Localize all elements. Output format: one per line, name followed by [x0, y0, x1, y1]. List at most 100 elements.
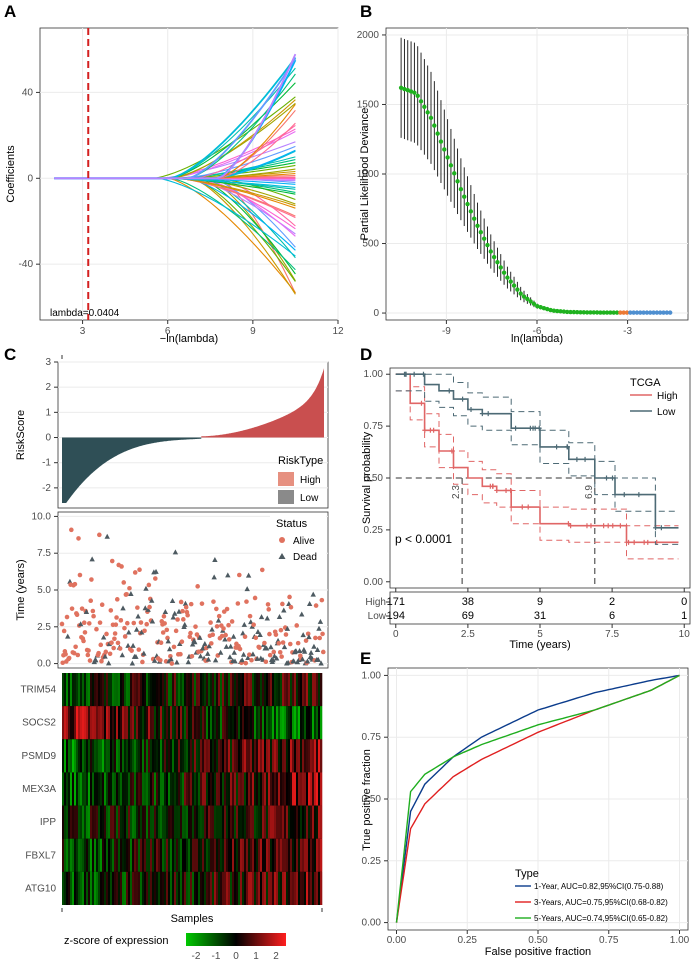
heatmap-cell: [160, 706, 163, 740]
alive-point: [183, 604, 189, 610]
heatmap-cell: [108, 739, 111, 773]
heatmap-cell: [278, 673, 281, 707]
alive-point: [161, 614, 167, 619]
heatmap-cell: [294, 706, 297, 740]
alive-point: [199, 601, 205, 606]
dead-point: [314, 646, 321, 652]
dead-point: [310, 591, 316, 597]
heatmap-cell: [64, 838, 67, 872]
alive-point: [165, 635, 170, 641]
heatmap-cell: [296, 772, 299, 806]
heatmap-cell: [148, 871, 151, 905]
heatmap-cell: [230, 739, 233, 773]
heatmap-cell: [210, 673, 213, 707]
heatmap-cell: [284, 772, 287, 806]
deviance-point: [555, 308, 560, 314]
deviance-point: [478, 230, 484, 235]
heatmap-cell: [240, 673, 243, 707]
deviance-point: [561, 309, 567, 314]
dead-point: [205, 650, 211, 656]
heatmap-cell: [150, 706, 153, 740]
alive-point: [319, 597, 325, 603]
alive-point: [267, 631, 272, 637]
y-tick-label: 2000: [357, 30, 380, 41]
heatmap-cell: [82, 805, 85, 839]
risk-table-cell: 1: [681, 610, 687, 622]
risk-table-cell: 38: [462, 596, 474, 608]
alive-point: [257, 645, 262, 650]
y-tick-label: 0.0: [37, 659, 51, 670]
heatmap-cell: [302, 673, 305, 707]
heatmap-cell: [222, 838, 225, 872]
heatmap-cell: [126, 772, 129, 806]
deviance-point: [608, 310, 613, 315]
heatmap-cell: [82, 673, 85, 707]
deviance-point: [601, 310, 606, 315]
heatmap-cell: [116, 706, 119, 740]
legend-label-high: High: [300, 475, 321, 486]
heatmap-cell: [86, 772, 89, 806]
heatmap-cell: [214, 772, 217, 806]
x-tick-label: 0.75: [599, 935, 619, 946]
heatmap-cell: [190, 838, 193, 872]
heatmap-cell: [120, 739, 123, 773]
x-tick-label: 0.50: [528, 935, 548, 946]
heatmap-cell: [86, 673, 89, 707]
heatmap-cell: [266, 739, 269, 773]
heatmap-cell: [170, 673, 173, 707]
heatmap-cell: [162, 706, 165, 740]
heatmap-cell: [312, 805, 315, 839]
heatmap-cell: [142, 805, 145, 839]
heatmap-cell: [288, 871, 291, 905]
heatmap-cell: [194, 871, 197, 905]
heatmap-cell: [248, 772, 251, 806]
x-tick-label: 2.5: [461, 629, 475, 640]
heatmap-cell: [82, 739, 85, 773]
heatmap-cell: [70, 673, 73, 707]
heatmap-cell: [238, 673, 241, 707]
heatmap-cell: [214, 805, 217, 839]
heatmap-cell: [138, 871, 141, 905]
heatmap-cell: [96, 871, 99, 905]
heatmap-cell: [110, 739, 113, 773]
dead-point: [230, 633, 237, 639]
deviance-point: [528, 299, 533, 304]
heatmap-cell: [118, 706, 121, 740]
heatmap-cell: [216, 871, 219, 905]
heatmap-cell: [290, 706, 293, 740]
heatmap-cell: [176, 838, 179, 872]
heatmap-cell: [228, 838, 231, 872]
heatmap-cell: [116, 673, 119, 707]
heatmap-cell: [196, 739, 199, 773]
risk-table-row-label: Low: [368, 611, 387, 622]
heatmap-cell: [102, 772, 105, 806]
dead-point: [301, 648, 308, 654]
heatmap-cell: [192, 871, 195, 905]
dead-point: [217, 649, 224, 655]
heatmap-cell: [134, 838, 137, 872]
heatmap-cell: [148, 706, 151, 740]
heatmap-cell: [194, 706, 197, 740]
heatmap-cell: [88, 739, 91, 773]
dead-point: [125, 642, 131, 648]
colorbar-tick-label: -1: [212, 951, 221, 960]
heatmap-cell: [314, 805, 317, 839]
colorbar: z-score of expression -2 -1 0 1 2: [64, 933, 286, 960]
heatmap-cell: [172, 772, 175, 806]
y-tick-label: 0: [27, 173, 33, 184]
heatmap-cell: [220, 706, 223, 740]
heatmap-cell: [70, 772, 73, 806]
heatmap-cell: [280, 805, 283, 839]
risk-table-row-label: High: [365, 597, 386, 608]
dead-point: [304, 658, 311, 664]
heatmap-cell: [268, 772, 271, 806]
heatmap-cell: [212, 772, 215, 806]
censor-mark: [519, 504, 525, 510]
alive-point: [195, 584, 200, 589]
heatmap-cell: [196, 805, 199, 839]
heatmap-cell: [260, 706, 263, 740]
heatmap-cell: [106, 871, 109, 905]
dead-point: [264, 615, 270, 621]
heatmap-cell: [182, 739, 185, 773]
heatmap-cell: [178, 871, 181, 905]
